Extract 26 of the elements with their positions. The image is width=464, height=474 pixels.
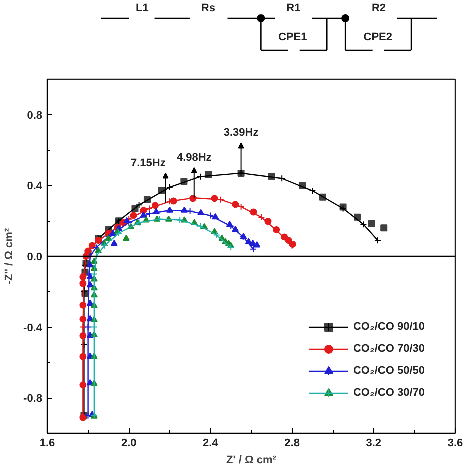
text: CPE2 [364, 32, 393, 44]
y-tick-label: 0.8 [27, 110, 43, 122]
legend-label: CO₂/CO 30/70 [353, 387, 425, 399]
y-tick-label: 0.0 [27, 252, 43, 264]
text: R2 [372, 2, 386, 14]
x-tick-label: 2.0 [121, 438, 137, 450]
legend-label: CO₂/CO 70/30 [353, 343, 425, 355]
x-tick-label: 2.8 [284, 438, 300, 450]
legend-label: CO₂/CO 50/50 [353, 365, 425, 377]
text: Rs [201, 2, 216, 14]
y-tick-label: 0.4 [27, 180, 44, 193]
annotation: 4.98Hz [176, 152, 212, 164]
x-tick-label: 1.6 [40, 438, 56, 450]
text: CPE1 [278, 32, 308, 44]
x-axis-title: Z' / Ω cm² [226, 454, 277, 466]
text: L1 [136, 2, 149, 14]
annotation: 7.15Hz [130, 157, 166, 170]
annotation: 3.39Hz [224, 127, 260, 140]
x-tick-label: 3.2 [366, 438, 382, 450]
y-axis-title: -Z'' / Ω cm² [4, 228, 16, 285]
y-tick-label: -0.8 [24, 393, 43, 406]
y-tick-label: -0.4 [24, 322, 44, 334]
x-tick-label: 3.6 [448, 438, 464, 450]
text: R1 [286, 2, 301, 14]
x-tick-label: 2.4 [203, 438, 220, 450]
legend-label: CO₂/CO 90/10 [353, 321, 425, 333]
